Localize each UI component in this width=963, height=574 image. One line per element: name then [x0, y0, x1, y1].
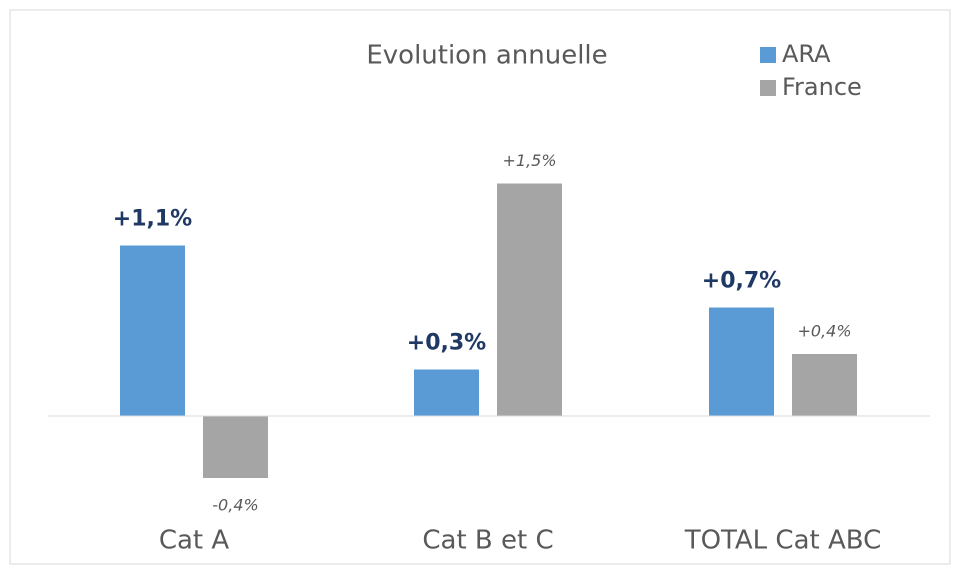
legend-label: France [782, 73, 862, 101]
legend-swatch [760, 47, 776, 63]
legend-swatch [760, 80, 776, 96]
data-label: +1,1% [113, 207, 192, 232]
bar [203, 416, 268, 478]
bar [120, 245, 185, 416]
data-label: -0,4% [212, 496, 258, 515]
data-label: +0,7% [702, 269, 781, 294]
x-tick-label: Cat A [159, 526, 230, 556]
chart-title: Evolution annuelle [366, 41, 607, 71]
bar [709, 307, 774, 416]
x-tick-label: Cat B et C [422, 526, 553, 556]
data-label: +1,5% [502, 151, 556, 170]
x-tick-label: TOTAL Cat ABC [684, 526, 882, 556]
bar [792, 354, 857, 416]
bar [497, 183, 562, 416]
legend-label: ARA [782, 40, 831, 68]
data-label: +0,3% [407, 331, 486, 356]
bar [414, 369, 479, 416]
data-label: +0,4% [797, 322, 851, 341]
